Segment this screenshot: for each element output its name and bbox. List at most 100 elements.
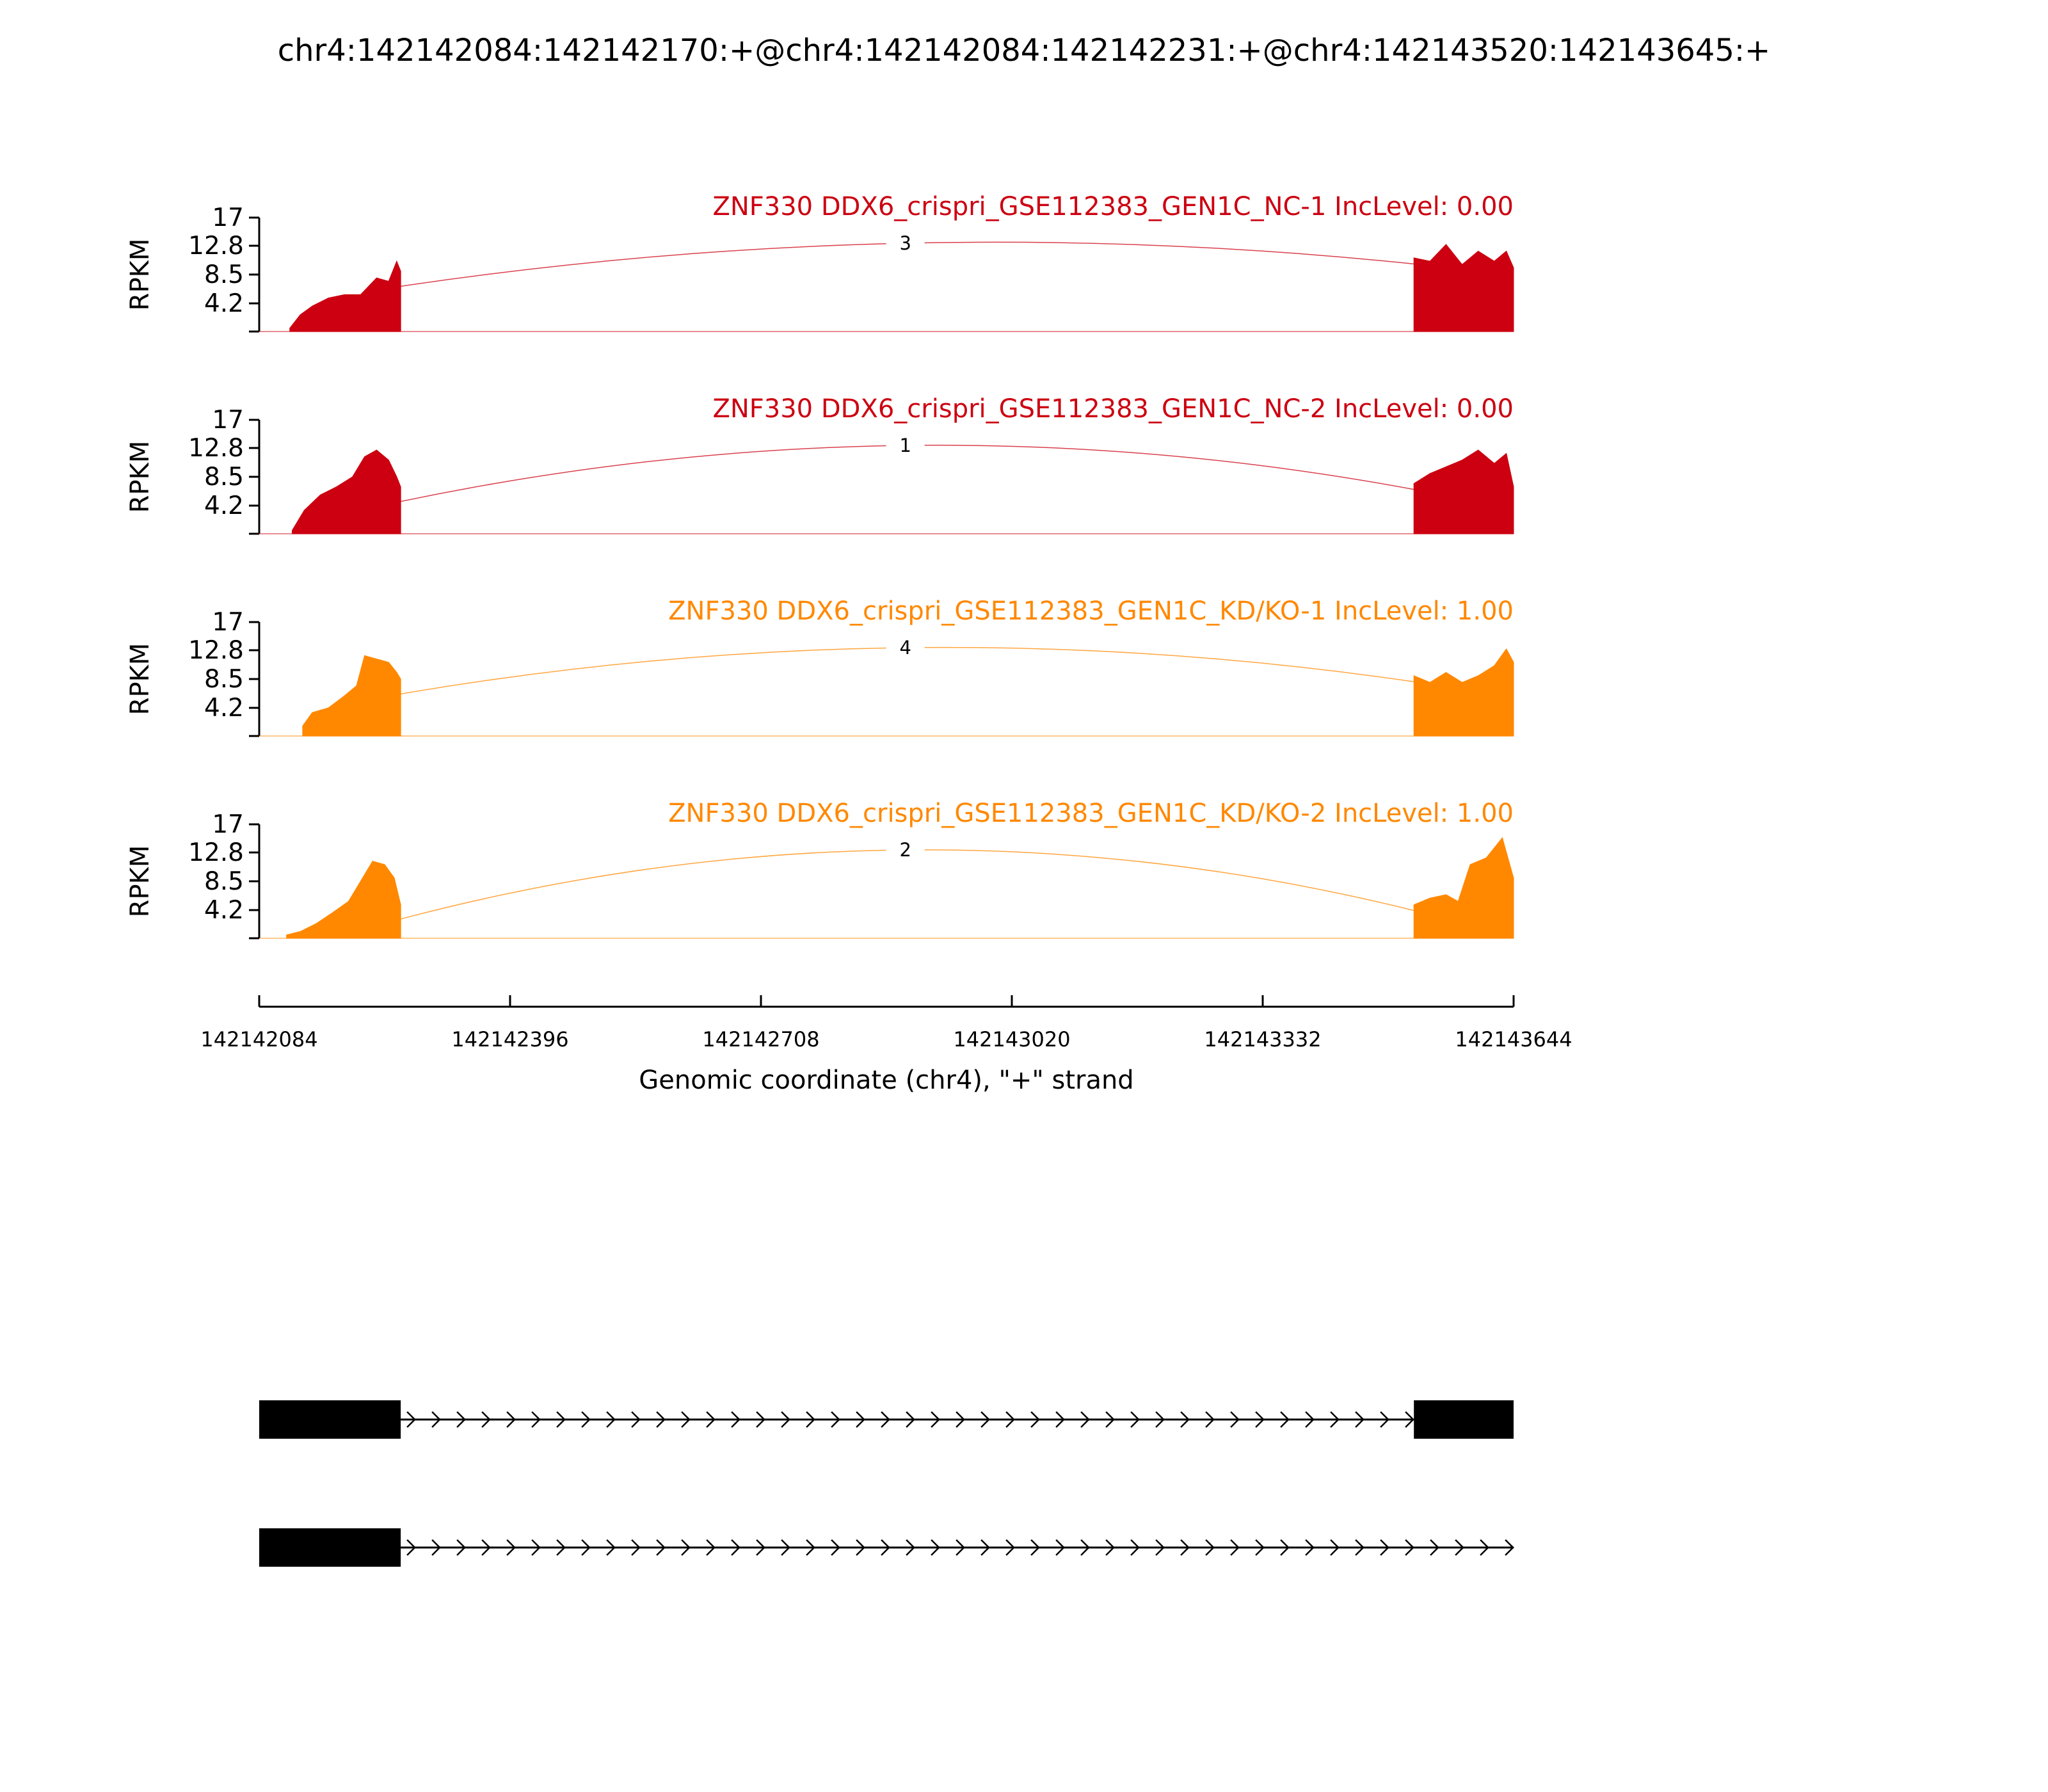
strand-arrow xyxy=(831,1539,840,1556)
x-tick-label: 142142708 xyxy=(702,1027,819,1052)
y-tick-label: 12.8 xyxy=(188,838,244,867)
strand-arrow xyxy=(456,1539,466,1556)
chart-title: chr4:142142084:142142170:+@chr4:14214208… xyxy=(278,33,1771,68)
y-tick-label: 8.5 xyxy=(204,463,244,492)
strand-arrow xyxy=(1105,1411,1115,1428)
y-axis-label: RPKM xyxy=(125,239,155,311)
strand-arrow xyxy=(1230,1411,1240,1428)
strand-arrow xyxy=(1205,1539,1215,1556)
panel-title: ZNF330 DDX6_crispri_GSE112383_GEN1C_KD/K… xyxy=(668,596,1514,626)
x-tick-label: 142143332 xyxy=(1204,1027,1321,1052)
strand-arrow xyxy=(681,1539,691,1556)
y-tick-label: 4.2 xyxy=(204,289,244,318)
strand-arrow xyxy=(1155,1411,1165,1428)
strand-arrow xyxy=(431,1411,441,1428)
strand-arrow xyxy=(1380,1411,1389,1428)
junction-count-label: 1 xyxy=(899,435,911,456)
y-axis-label: RPKM xyxy=(125,643,155,716)
x-axis-ticks: 142142084 142142396 142142708 142143020 1421… xyxy=(200,995,1572,1052)
y-tick-label: 12.8 xyxy=(188,636,244,665)
exon-block xyxy=(1414,1400,1514,1439)
strand-arrow xyxy=(1255,1539,1265,1556)
strand-arrow xyxy=(1105,1539,1115,1556)
strand-arrow xyxy=(1205,1411,1215,1428)
strand-arrow xyxy=(1180,1411,1190,1428)
strand-arrow xyxy=(1080,1539,1090,1556)
junction-count-label: 3 xyxy=(899,232,911,254)
panel-title: ZNF330 DDX6_crispri_GSE112383_GEN1C_NC-1… xyxy=(712,192,1514,221)
strand-arrow xyxy=(1330,1411,1340,1428)
y-tick-label: 4.2 xyxy=(204,492,244,520)
x-tick-label: 142142396 xyxy=(451,1027,568,1052)
y-axis-label: RPKM xyxy=(125,441,155,513)
strand-arrow xyxy=(1505,1539,1514,1556)
strand-arrow xyxy=(531,1539,541,1556)
strand-arrow xyxy=(581,1411,591,1428)
strand-arrow xyxy=(980,1411,990,1428)
strand-arrow xyxy=(781,1411,790,1428)
strand-arrow xyxy=(1380,1539,1389,1556)
coverage-area-exon2 xyxy=(1413,648,1514,737)
coverage-area-exon1 xyxy=(302,655,401,737)
strand-arrow xyxy=(681,1411,691,1428)
strand-arrow xyxy=(1230,1539,1240,1556)
exon-block xyxy=(259,1528,401,1567)
strand-arrow xyxy=(1130,1539,1140,1556)
strand-arrow xyxy=(1180,1539,1190,1556)
strand-arrow xyxy=(556,1411,566,1428)
y-axis-label: RPKM xyxy=(125,845,155,918)
strand-arrow xyxy=(706,1539,716,1556)
junction-count-label: 2 xyxy=(899,839,911,861)
junction-count-box xyxy=(886,637,925,660)
strand-arrow xyxy=(1130,1411,1140,1428)
y-tick-label: 12.8 xyxy=(188,434,244,463)
strand-arrow xyxy=(956,1539,965,1556)
strand-arrow xyxy=(606,1539,616,1556)
gene-structure-tracks xyxy=(259,1400,1514,1567)
strand-arrow xyxy=(1430,1539,1439,1556)
strand-arrow xyxy=(856,1411,865,1428)
coverage-area-exon1 xyxy=(292,449,401,534)
strand-arrow xyxy=(831,1411,840,1428)
strand-arrow xyxy=(1305,1411,1315,1428)
strand-arrow xyxy=(931,1411,940,1428)
strand-arrow xyxy=(731,1411,740,1428)
strand-arrow xyxy=(781,1539,790,1556)
strand-arrow xyxy=(756,1411,765,1428)
x-axis-label: Genomic coordinate (chr4), "+" strand xyxy=(639,1066,1133,1095)
exon-block xyxy=(259,1400,401,1439)
strand-arrow xyxy=(1055,1539,1065,1556)
strand-arrow xyxy=(881,1411,890,1428)
strand-arrow xyxy=(756,1539,765,1556)
strand-arrow xyxy=(1280,1411,1290,1428)
strand-arrow xyxy=(456,1411,466,1428)
y-tick-label: 17 xyxy=(212,406,244,435)
strand-arrow xyxy=(806,1411,815,1428)
strand-arrow xyxy=(631,1411,641,1428)
strand-arrow xyxy=(1255,1411,1265,1428)
coverage-area-exon2 xyxy=(1413,244,1514,332)
strand-arrow xyxy=(1355,1411,1364,1428)
strand-arrow xyxy=(406,1411,416,1428)
strand-arrow xyxy=(1305,1539,1315,1556)
junction-count-label: 4 xyxy=(899,637,911,659)
x-tick-label: 142143644 xyxy=(1455,1027,1572,1052)
strand-arrow xyxy=(956,1411,965,1428)
strand-arrow xyxy=(1455,1539,1464,1556)
strand-arrow xyxy=(980,1539,990,1556)
panel-title: ZNF330 DDX6_crispri_GSE112383_GEN1C_NC-2… xyxy=(712,394,1514,424)
strand-arrow xyxy=(931,1539,940,1556)
strand-arrow xyxy=(1405,1411,1414,1428)
coverage-area-exon2 xyxy=(1413,449,1514,534)
strand-arrow xyxy=(706,1411,716,1428)
strand-arrow xyxy=(656,1539,666,1556)
x-axis: 142142084 142142396 142142708 142143020 1421… xyxy=(200,995,1572,1095)
strand-arrow xyxy=(631,1539,641,1556)
y-tick-label: 17 xyxy=(212,810,244,839)
y-tick-label: 12.8 xyxy=(188,232,244,260)
